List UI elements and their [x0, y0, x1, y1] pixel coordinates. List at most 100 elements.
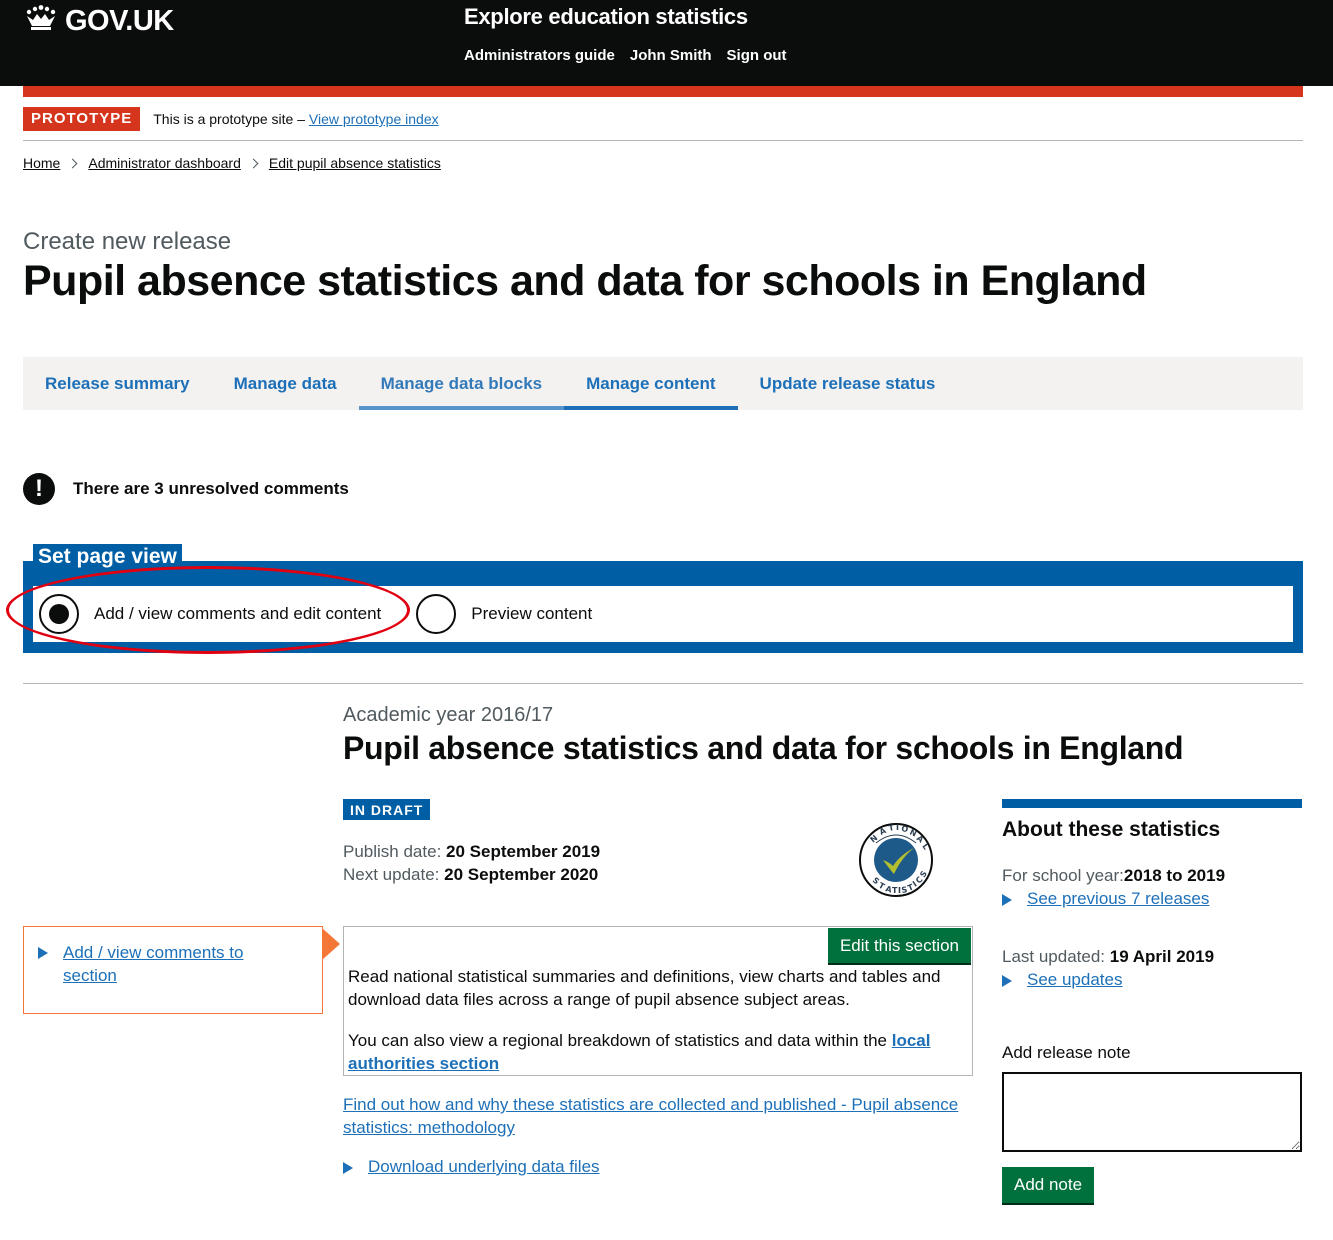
breadcrumb-home[interactable]: Home — [23, 155, 61, 171]
header-nav: Administrators guide John Smith Sign out — [464, 47, 787, 64]
breadcrumb-edit[interactable]: Edit pupil absence statistics — [268, 155, 441, 171]
tab-update-release-status[interactable]: Update release status — [759, 373, 936, 393]
svg-text:S: S — [871, 876, 881, 887]
release-note-label: Add release note — [1002, 1043, 1131, 1062]
svg-text:T: T — [877, 881, 887, 892]
page-caption: Create new release — [23, 228, 232, 255]
tab-release-summary[interactable]: Release summary — [45, 373, 190, 393]
svg-text:L: L — [920, 842, 930, 851]
download-data-toggle[interactable]: Download underlying data files — [343, 1157, 600, 1177]
nav-sign-out[interactable]: Sign out — [726, 47, 787, 64]
header-accent-bar — [23, 86, 1303, 97]
svg-text:A: A — [878, 826, 888, 837]
next-update-label: Next update: — [343, 865, 440, 884]
edit-section-button[interactable]: Edit this section — [827, 928, 971, 963]
school-year-row: For school year:2018 to 2019 — [1002, 866, 1225, 886]
tab-manage-data[interactable]: Manage data — [233, 373, 337, 393]
section-paragraph-2: You can also view a regional breakdown o… — [348, 1029, 948, 1075]
svg-text:S: S — [901, 885, 908, 895]
methodology-link[interactable]: Find out how and why these statistics ar… — [343, 1095, 959, 1137]
school-year-label: For school year: — [1002, 866, 1124, 885]
add-view-comments-link[interactable]: Add / view comments to section — [63, 943, 244, 985]
radio-button[interactable] — [416, 594, 457, 634]
svg-text:I: I — [896, 823, 899, 832]
release-caption: Academic year 2016/17 — [343, 704, 554, 726]
svg-text:A: A — [915, 834, 926, 845]
chevron-right-icon — [248, 158, 259, 168]
last-updated-row: Last updated: 19 April 2019 — [1002, 947, 1214, 967]
last-updated-value: 19 April 2019 — [1109, 947, 1215, 966]
download-data-link[interactable]: Download underlying data files — [368, 1157, 600, 1176]
prototype-index-link[interactable]: View prototype index — [308, 111, 439, 127]
svg-text:I: I — [898, 886, 901, 895]
page-view-legend: Set page view — [33, 544, 182, 571]
tab-manage-data-blocks[interactable]: Manage data blocks — [358, 357, 565, 410]
tab-manage-content[interactable]: Manage content — [564, 357, 738, 410]
national-statistics-badge: N A T I O N A L S T A T I S T I C S — [856, 821, 936, 904]
comment-pointer-arrow — [322, 928, 340, 960]
updates-toggle[interactable]: See updates — [1002, 970, 1122, 990]
radio-dot — [49, 604, 69, 624]
svg-text:N: N — [908, 828, 918, 839]
svg-text:S: S — [918, 869, 929, 879]
release-tabs: Release summary Manage data Manage data … — [23, 357, 1303, 410]
nav-administrators-guide[interactable]: Administrators guide — [464, 47, 615, 64]
editable-section: Edit this section Read national statisti… — [343, 926, 973, 1076]
site-header: GOV.UK Explore education statistics Admi… — [0, 0, 1333, 86]
section-paragraph-1: Read national statistical summaries and … — [348, 967, 941, 1009]
nav-user-name[interactable]: John Smith — [629, 47, 712, 64]
radio-edit-content[interactable]: Add / view comments and edit content — [39, 594, 381, 634]
section-paragraph-2-text: You can also view a regional breakdown o… — [348, 1031, 887, 1050]
release-note-textarea[interactable] — [1002, 1072, 1302, 1152]
triangle-right-icon — [38, 947, 48, 959]
phase-message: This is a prototype site – — [153, 111, 305, 127]
unresolved-comments-warning: ! There are 3 unresolved comments — [23, 473, 349, 505]
svg-text:C: C — [914, 875, 925, 886]
previous-releases-toggle[interactable]: See previous 7 releases — [1002, 889, 1209, 909]
add-note-button[interactable]: Add note — [1002, 1167, 1095, 1203]
publish-date-label: Publish date: — [343, 842, 442, 861]
page-view-fieldset: Set page view Add / view comments and ed… — [23, 544, 1303, 653]
publish-date-value: 20 September 2019 — [446, 842, 601, 861]
svg-text:O: O — [901, 824, 909, 834]
comments-toggle[interactable]: Add / view comments to section — [38, 941, 283, 987]
triangle-right-icon — [1002, 975, 1012, 987]
next-update-row: Next update: 20 September 2020 — [343, 863, 600, 886]
triangle-right-icon — [1002, 894, 1012, 906]
svg-text:T: T — [892, 886, 898, 895]
release-dates: Publish date: 20 September 2019 Next upd… — [343, 840, 600, 886]
see-updates-link[interactable]: See updates — [1027, 970, 1123, 989]
service-name[interactable]: Explore education statistics — [464, 4, 748, 29]
svg-text:T: T — [888, 823, 895, 833]
radio-preview-content[interactable]: Preview content — [416, 594, 592, 634]
release-title: Pupil absence statistics and data for sc… — [343, 730, 1184, 766]
breadcrumb: Home Administrator dashboard Edit pupil … — [23, 155, 441, 171]
page-title: Pupil absence statistics and data for sc… — [23, 257, 1147, 305]
prototype-tag: PROTOTYPE — [23, 107, 141, 131]
breadcrumb-dashboard[interactable]: Administrator dashboard — [88, 155, 241, 171]
radio-label-edit: Add / view comments and edit content — [94, 604, 382, 623]
radio-label-preview: Preview content — [471, 604, 593, 623]
exclamation-icon: ! — [23, 473, 55, 505]
publish-date-row: Publish date: 20 September 2019 — [343, 840, 600, 863]
warning-text: There are 3 unresolved comments — [73, 479, 349, 498]
crown-icon — [23, 4, 59, 39]
about-statistics-panel: About these statistics For school year:2… — [1002, 799, 1302, 989]
comment-panel: Add / view comments to section — [23, 926, 323, 1014]
about-statistics-title: About these statistics — [1002, 818, 1221, 841]
logo-text: GOV.UK — [65, 5, 174, 37]
last-updated-label: Last updated: — [1002, 947, 1106, 966]
page-view-options: Add / view comments and edit content Pre… — [33, 586, 1293, 642]
previous-releases-link[interactable]: See previous 7 releases — [1027, 889, 1210, 908]
local-authorities-link[interactable]: local authorities section — [348, 1031, 931, 1073]
radio-button-selected[interactable] — [39, 594, 79, 634]
govuk-logo[interactable]: GOV.UK — [23, 4, 174, 39]
section-divider — [23, 683, 1303, 684]
chevron-right-icon — [67, 158, 78, 168]
svg-text:A: A — [884, 884, 893, 895]
status-badge: IN DRAFT — [343, 799, 431, 820]
triangle-right-icon — [343, 1162, 353, 1174]
phase-text: This is a prototype site – View prototyp… — [153, 111, 438, 127]
phase-banner: PROTOTYPE This is a prototype site – Vie… — [23, 107, 1303, 141]
svg-text:T: T — [906, 882, 915, 893]
